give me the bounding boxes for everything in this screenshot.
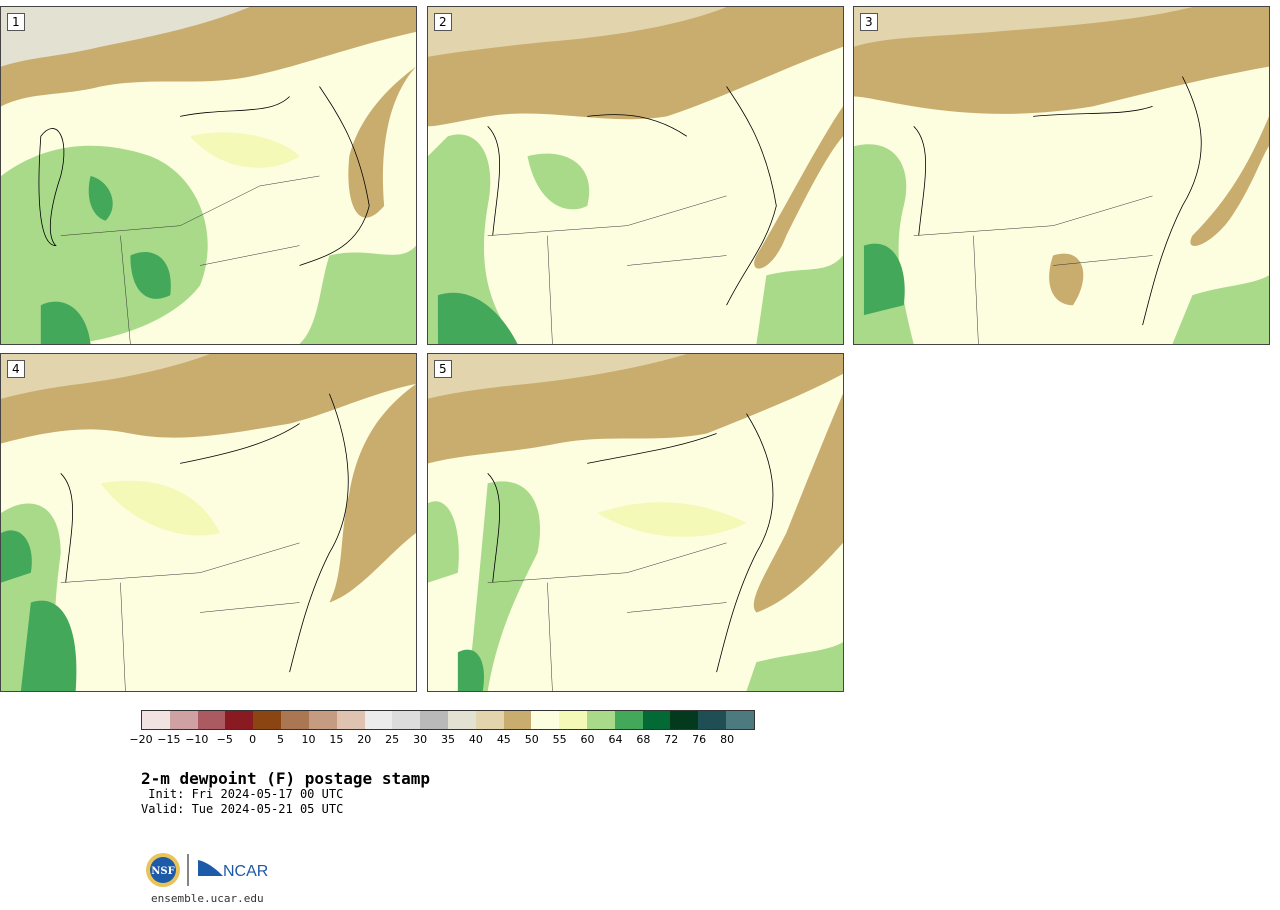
nsf-logo-text: NSF <box>151 866 174 877</box>
colorbar-segment <box>642 711 671 729</box>
nsf-ncar-logo: NSF NCAR <box>146 853 268 887</box>
colorbar <box>141 710 755 730</box>
colorbar-tick-label: 64 <box>608 733 623 746</box>
colorbar-segment <box>253 711 282 729</box>
colorbar-tick-label: −20 <box>129 733 153 746</box>
colorbar-ticks: −20 −15 −10 −5 0 5 10 15 20 25 30 35 40 45 50 55 60 64 68 7… <box>129 733 755 749</box>
dewpoint-map <box>1 7 416 344</box>
colorbar-segment <box>614 711 643 729</box>
panel-number: 3 <box>860 13 878 31</box>
colorbar-segment <box>308 711 337 729</box>
dewpoint-map <box>428 7 843 344</box>
init-time: Init: Fri 2024-05-17 00 UTC <box>141 787 344 801</box>
colorbar-tick-label: 76 <box>692 733 707 746</box>
chart-title: 2-m dewpoint (F) postage stamp <box>141 769 430 788</box>
colorbar-tick-label: −10 <box>185 733 209 746</box>
dewpoint-map <box>854 7 1269 344</box>
colorbar-segment <box>503 711 532 729</box>
colorbar-tick-label: −5 <box>216 733 233 746</box>
ncar-logo-text: NCAR <box>223 863 268 880</box>
colorbar-tick-label: 55 <box>552 733 567 746</box>
panel-number: 1 <box>7 13 25 31</box>
colorbar-tick-label: 45 <box>496 733 511 746</box>
valid-time: Valid: Tue 2024-05-21 05 UTC <box>141 802 344 816</box>
colorbar-segment <box>447 711 476 729</box>
colorbar-tick-label: 15 <box>329 733 344 746</box>
colorbar-tick-label: 68 <box>636 733 651 746</box>
map-panel-3: 3 <box>853 6 1270 345</box>
colorbar-tick-label: 72 <box>664 733 679 746</box>
colorbar-tick-label: 5 <box>277 733 285 746</box>
colorbar-segment <box>336 711 365 729</box>
colorbar-segment <box>475 711 504 729</box>
map-panel-4: 4 <box>0 353 417 692</box>
colorbar-segment <box>364 711 393 729</box>
colorbar-segment <box>420 711 448 729</box>
colorbar-tick-label: 30 <box>413 733 428 746</box>
colorbar-segment <box>197 711 226 729</box>
map-panel-1: 1 <box>0 6 417 345</box>
colorbar-segment <box>225 711 254 729</box>
site-url: ensemble.ucar.edu <box>151 892 264 905</box>
colorbar-segment <box>531 711 560 729</box>
colorbar-segment <box>169 711 198 729</box>
colorbar-tick-label: 20 <box>357 733 372 746</box>
colorbar-segment <box>670 711 699 729</box>
colorbar-tick-label: 40 <box>468 733 483 746</box>
colorbar-tick-label: 60 <box>580 733 595 746</box>
colorbar-tick-label: 0 <box>249 733 257 746</box>
map-panel-5: 5 <box>427 353 844 692</box>
colorbar-segment <box>559 711 587 729</box>
colorbar-segment <box>281 711 309 729</box>
panel-number: 2 <box>434 13 452 31</box>
dewpoint-map <box>428 354 843 691</box>
colorbar-segment <box>142 711 170 729</box>
dewpoint-map <box>1 354 416 691</box>
map-panel-2: 2 <box>427 6 844 345</box>
colorbar-tick-label: 80 <box>720 733 735 746</box>
colorbar-segment <box>392 711 421 729</box>
colorbar-segment <box>698 711 727 729</box>
colorbar-tick-label: 50 <box>524 733 539 746</box>
colorbar-tick-label: 35 <box>441 733 455 746</box>
panel-number: 4 <box>7 360 25 378</box>
panel-number: 5 <box>434 360 452 378</box>
colorbar-tick-label: 10 <box>301 733 316 746</box>
colorbar-tick-label: 25 <box>385 733 400 746</box>
colorbar-segment <box>726 711 754 729</box>
logos: NSF NCAR <box>145 850 275 894</box>
colorbar-tick-label: −15 <box>157 733 181 746</box>
colorbar-segment <box>587 711 615 729</box>
